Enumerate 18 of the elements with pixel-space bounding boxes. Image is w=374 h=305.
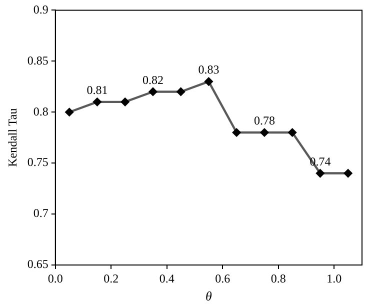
y-tick-label: 0.85: [27, 53, 48, 68]
data-label: 0.83: [198, 62, 220, 77]
x-axis-title: θ: [206, 288, 213, 304]
x-tick-label: 1.0: [326, 271, 342, 286]
y-tick-label: 0.65: [27, 257, 48, 272]
data-label: 0.78: [254, 114, 275, 128]
y-axis-title: Kendall Tau: [5, 108, 20, 167]
y-tick-label: 0.75: [27, 155, 48, 170]
x-tick-label: 0.4: [159, 271, 174, 286]
x-tick-label: 0.0: [48, 271, 63, 286]
x-tick-label: 0.8: [270, 271, 286, 286]
data-label: 0.81: [86, 83, 108, 98]
x-tick-label: 0.2: [104, 271, 119, 286]
data-label: 0.82: [142, 72, 164, 87]
x-tick-label: 0.6: [215, 271, 230, 286]
y-tick-label: 0.7: [33, 206, 48, 220]
y-tick-label: 0.8: [33, 104, 48, 118]
y-tick-label: 0.9: [33, 2, 48, 16]
